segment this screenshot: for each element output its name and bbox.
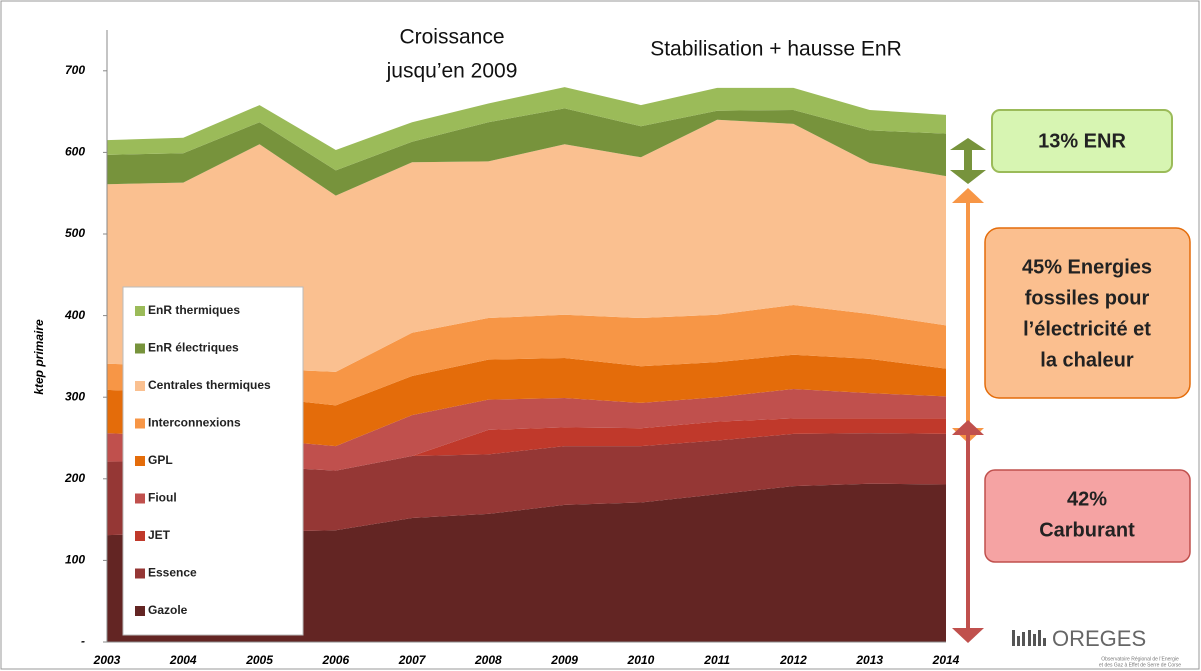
legend-swatch [135,568,145,579]
box-fuel [984,469,1191,563]
x-tick-label: 2010 [627,653,655,667]
legend [122,286,304,636]
x-tick-label: 2013 [855,653,883,667]
x-tick-label: 2011 [703,653,730,667]
x-tick-label: 2007 [398,653,427,667]
area [107,389,946,471]
legend-swatch [135,531,145,541]
annotation: Croissance [399,26,504,49]
annotation: l’électricité et [1023,318,1151,340]
area [107,304,946,406]
plot [107,87,946,642]
legend-label: Essence [148,566,197,580]
logo-caption: et des Gaz à Effet de Serre de Corse [1099,662,1181,668]
legend-label: Centrales thermiques [148,378,271,392]
box-enr [991,109,1173,173]
area [107,354,946,447]
x-tick-label: 2004 [169,653,197,667]
annotation: 13% ENR [1038,130,1126,152]
y-tick-label: 300 [65,389,85,403]
y-tick-label: 200 [64,471,85,485]
legend-swatch [135,493,145,504]
logo: OREGES [1052,626,1146,651]
x-tick-label: 2008 [474,653,502,667]
x-tick-label: 2014 [932,653,960,667]
arrows [950,138,986,643]
legend-swatch [135,306,145,316]
annotation: la chaleur [1040,349,1134,371]
legend-label: Gazole [148,603,188,617]
y-tick-label: 700 [65,63,85,77]
x-tick-label: 2003 [93,653,121,667]
legend-swatch [135,343,145,354]
area [107,418,946,471]
logo-caption: Observatoire Régional de l’Energie [1101,656,1179,662]
y-axis-label: ktep primaire [32,319,46,395]
area [107,119,946,372]
x-tick-label: 2012 [779,653,807,667]
annotation: fossiles pour [1025,287,1150,309]
x-tick-label: 2006 [321,653,349,667]
annotation: Stabilisation + hausse EnR [650,38,902,61]
annotation: jusqu’en 2009 [386,60,518,83]
legend-label: GPL [148,453,173,467]
area [107,108,946,196]
x-tick-label: 2009 [550,653,578,667]
logo-icon [1012,630,1046,646]
legend-label: Fioul [148,491,177,505]
legend-label: EnR thermiques [148,303,240,317]
legend-label: EnR électriques [148,341,239,355]
y-tick-label: 100 [65,553,85,567]
y-tick-label: 500 [65,226,85,240]
legend-swatch [135,606,145,616]
legend-label: Interconnexions [148,416,241,430]
annotation: 42% [1067,488,1107,510]
annotation: Carburant [1039,519,1135,541]
y-tick-label: - [81,634,85,648]
annotation: 45% Energies [1022,256,1152,278]
area [107,483,946,642]
legend-swatch [135,418,145,429]
legend-swatch [135,456,145,466]
legend-label: JET [148,528,171,542]
x-tick-label: 2005 [245,653,273,667]
area [107,87,946,171]
area [107,433,946,536]
y-tick-label: 600 [65,145,85,159]
y-tick-label: 400 [64,308,85,322]
box-fossil [984,227,1191,399]
legend-swatch [135,381,145,391]
